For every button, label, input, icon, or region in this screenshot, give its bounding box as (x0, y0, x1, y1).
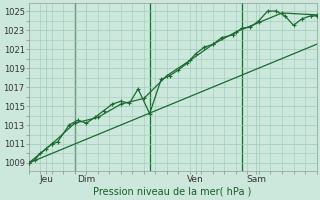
X-axis label: Pression niveau de la mer( hPa ): Pression niveau de la mer( hPa ) (93, 187, 252, 197)
